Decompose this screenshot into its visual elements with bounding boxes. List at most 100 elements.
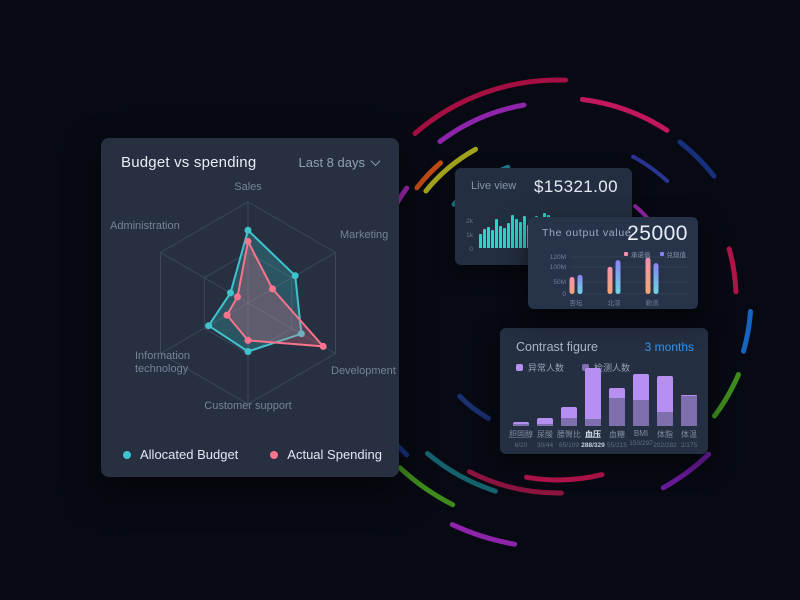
bar-segment-abnormal — [513, 422, 529, 424]
radar-data-point — [223, 311, 231, 319]
radar-chart: Sales Marketing Development Customer suppor… — [110, 181, 396, 412]
output-bar — [577, 274, 583, 294]
output-y-tick: 50M — [553, 279, 566, 286]
contrast-bars: 胆固醇 6/20 尿酸 30/44 腰臀比 65/109 血压 288/329 血糖 55/215… — [509, 368, 701, 449]
budget-card-header: Budget vs spending Last 8 days — [101, 138, 399, 171]
decor-arc — [437, 102, 527, 144]
live-bar — [483, 229, 486, 248]
legend-item: Allocated Budget — [123, 447, 238, 462]
legend-label: 检测人数 — [594, 363, 631, 373]
contrast-category-sublabel: 288/329 — [581, 442, 605, 449]
bar-segment-total — [585, 418, 601, 426]
radar-data-point — [319, 342, 327, 350]
output-bar — [653, 263, 659, 294]
output-card-value: 25000 — [627, 222, 688, 245]
bar-segment-abnormal — [585, 368, 601, 419]
output-bar — [607, 266, 613, 294]
decor-arc — [397, 465, 456, 508]
contrast-category-sublabel: 202/282 — [653, 442, 677, 449]
radar-axis-label: Customer support — [204, 400, 291, 412]
live-bar — [479, 233, 482, 248]
contrast-category-sublabel: 150/297 — [629, 440, 653, 447]
budget-legend: Allocated Budget Actual Spending — [123, 447, 382, 462]
live-bar — [487, 227, 490, 248]
stacked-bar — [585, 368, 601, 426]
date-range-selector[interactable]: Last 8 days — [298, 155, 381, 170]
radar-data-point — [291, 272, 299, 280]
radar-data-point — [244, 237, 252, 245]
y-axis-tick: 1k — [466, 232, 473, 239]
contrast-bar-item: 体脂 202/282 — [653, 368, 677, 449]
bar-segment-total — [537, 423, 553, 426]
bar-segment-total — [633, 400, 649, 426]
radar-data-point — [297, 330, 305, 338]
contrast-category-sublabel: 65/109 — [559, 442, 579, 449]
contrast-category-label: 体温 — [681, 430, 697, 439]
bar-segment-abnormal — [561, 406, 577, 419]
live-bar — [523, 216, 526, 248]
contrast-category-label: 血糖 — [609, 430, 625, 439]
output-bar — [569, 277, 575, 294]
live-bar — [507, 222, 510, 248]
contrast-category-label: 胆固醇 — [509, 430, 533, 439]
date-range-label: Last 8 days — [298, 155, 366, 170]
contrast-bar-item: BMI 150/297 — [629, 368, 653, 449]
bar-segment-total — [513, 423, 529, 426]
decor-arc — [579, 97, 670, 133]
decor-arc — [726, 246, 739, 295]
radar-data-point — [234, 293, 241, 301]
live-view-value: $15321.00 — [534, 177, 618, 196]
stacked-bar — [657, 368, 673, 426]
decor-arc — [677, 139, 717, 179]
output-category-label: 杏坛 — [570, 298, 584, 307]
decor-arc — [412, 77, 569, 136]
radar-data-point — [244, 348, 252, 355]
contrast-bar-item: 血糖 55/215 — [605, 368, 629, 449]
output-legend: 承诺值 兑现值 — [624, 249, 686, 259]
legend-item: 承诺值 — [624, 249, 651, 259]
contrast-category-sublabel: 55/215 — [607, 442, 627, 449]
period-selector[interactable]: 3 months — [644, 340, 694, 354]
output-category-label: 勒流 — [646, 298, 660, 307]
radar-data-point — [205, 322, 213, 330]
legend-square-icon — [516, 364, 523, 371]
radar-data-point — [244, 336, 252, 344]
live-bar — [491, 230, 494, 248]
contrast-bar-item: 血压 288/329 — [581, 368, 605, 449]
decor-arc — [414, 160, 444, 191]
legend-label: 承诺值 — [631, 252, 651, 259]
contrast-category-sublabel: 2/175 — [680, 442, 698, 449]
legend-square-icon — [624, 252, 628, 256]
decor-arc — [425, 451, 498, 494]
budget-card-title: Budget vs spending — [121, 154, 257, 171]
legend-item: 异常人数 — [516, 361, 564, 374]
decor-arc — [457, 393, 491, 421]
radar-axis-label: Marketing — [340, 229, 388, 241]
contrast-category-sublabel: 6/20 — [514, 442, 528, 449]
contrast-category-label: 尿酸 — [537, 430, 553, 439]
live-bar — [511, 215, 514, 248]
decor-arc — [741, 309, 753, 354]
y-axis-tick: 2k — [466, 218, 473, 225]
output-bar — [615, 260, 621, 294]
legend-dot-icon — [270, 450, 279, 459]
contrast-figure-card: Contrast figure 3 months 异常人数 检测人数 胆固醇 6/2… — [500, 328, 708, 454]
live-bar — [519, 221, 522, 248]
legend-label: Actual Spending — [287, 447, 382, 462]
y-axis-tick: 0 — [469, 246, 473, 253]
output-bar — [645, 257, 651, 294]
decor-arc — [423, 146, 479, 194]
legend-label: 兑现值 — [666, 252, 687, 259]
contrast-legend: 异常人数 检测人数 — [500, 354, 708, 374]
bar-segment-abnormal — [609, 388, 625, 398]
decor-arc — [660, 451, 712, 491]
radar-grid-spoke — [160, 302, 249, 354]
legend-item: 兑现值 — [659, 249, 687, 259]
budget-card: Budget vs spending Last 8 days Sales Mark… — [101, 138, 399, 477]
radar-data-point — [244, 226, 252, 234]
live-bar — [499, 226, 502, 248]
radar-grid-spoke — [247, 252, 336, 304]
output-y-tick: 120M — [550, 254, 566, 261]
